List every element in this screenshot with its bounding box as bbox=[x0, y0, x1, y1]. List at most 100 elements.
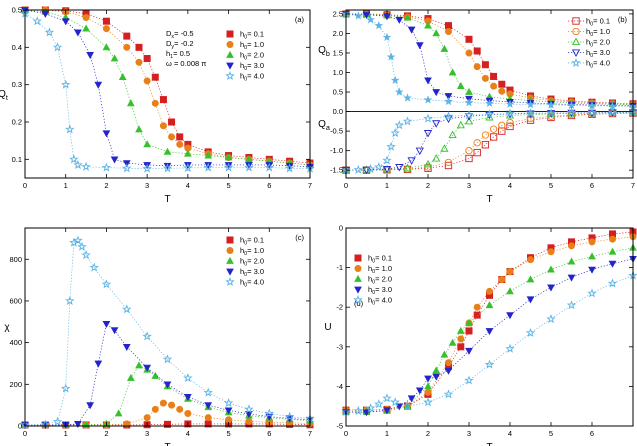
legend-marker bbox=[226, 30, 234, 38]
x-axis-label: T bbox=[486, 442, 492, 446]
data-point bbox=[65, 124, 75, 134]
data-point bbox=[498, 127, 506, 135]
data-point bbox=[163, 162, 172, 170]
y-tick-label: -5 bbox=[336, 422, 343, 431]
x-tick-label: 3 bbox=[145, 429, 149, 438]
data-point bbox=[123, 32, 131, 40]
x-tick-label: 1 bbox=[385, 181, 389, 190]
data-point bbox=[485, 98, 494, 108]
data-point bbox=[465, 147, 473, 155]
data-point bbox=[464, 375, 474, 385]
data-point bbox=[465, 35, 473, 43]
data-point bbox=[244, 404, 254, 414]
data-point bbox=[163, 147, 172, 155]
data-point bbox=[506, 118, 514, 127]
data-point bbox=[183, 162, 193, 172]
legend-label: h0= 1.0 bbox=[368, 264, 392, 275]
data-point bbox=[546, 100, 556, 109]
data-point bbox=[143, 55, 151, 63]
data-point bbox=[176, 140, 184, 148]
data-point bbox=[485, 287, 493, 295]
data-point bbox=[566, 107, 577, 117]
data-point bbox=[244, 162, 254, 172]
x-tick-label: 3 bbox=[467, 429, 471, 438]
data-point bbox=[395, 164, 404, 172]
data-point bbox=[110, 54, 119, 62]
data-point bbox=[394, 87, 404, 96]
data-point bbox=[526, 114, 535, 123]
x-tick-label: 1 bbox=[64, 429, 68, 438]
data-point bbox=[440, 144, 449, 152]
data-point bbox=[506, 122, 514, 131]
x-tick-label: 2 bbox=[104, 181, 108, 190]
legend-marker bbox=[226, 40, 234, 48]
data-point bbox=[444, 27, 452, 35]
data-point bbox=[423, 130, 433, 138]
annotation-line: h1= 0.5 bbox=[166, 49, 190, 60]
data-point bbox=[77, 241, 87, 251]
y-tick-label: -1.0 bbox=[330, 146, 343, 155]
data-point bbox=[432, 29, 441, 37]
data-point bbox=[444, 367, 453, 375]
data-point bbox=[465, 327, 473, 335]
data-point bbox=[168, 133, 176, 141]
data-point bbox=[89, 262, 99, 272]
data-point bbox=[456, 120, 465, 129]
data-point bbox=[481, 74, 489, 82]
data-point bbox=[464, 98, 474, 107]
data-point bbox=[432, 373, 441, 381]
data-point bbox=[473, 311, 481, 319]
data-point bbox=[525, 108, 536, 118]
series-1 bbox=[342, 233, 637, 414]
series-4 bbox=[20, 235, 315, 429]
data-point bbox=[159, 122, 167, 130]
data-point bbox=[44, 27, 55, 37]
legend-marker bbox=[225, 277, 235, 287]
legend-label: h0= 2.0 bbox=[368, 275, 392, 286]
x-tick-label: 6 bbox=[267, 181, 271, 190]
data-point bbox=[162, 163, 173, 173]
legend: h0= 0.1h0= 1.0h0= 2.0h0= 3.0h0= 4.0 bbox=[353, 254, 392, 307]
data-point bbox=[506, 312, 514, 320]
data-point bbox=[365, 403, 376, 413]
data-point bbox=[123, 43, 131, 51]
legend-label: h0= 2.0 bbox=[586, 38, 610, 49]
data-point bbox=[473, 63, 481, 71]
data-point bbox=[353, 405, 364, 415]
y-tick-label: 200 bbox=[9, 380, 22, 389]
panel-c: 0 1 2 3 4 5 6 7 0 200 400 600 800 Tχ (c) h0= 0.1h0= 1.0… bbox=[4, 227, 315, 446]
series-line bbox=[24, 9, 311, 168]
data-point bbox=[456, 82, 465, 90]
data-point bbox=[415, 387, 424, 395]
y-tick-label: 0 bbox=[339, 224, 343, 233]
data-point bbox=[353, 164, 364, 174]
data-point bbox=[526, 275, 535, 283]
annotation-line: Dy= -0.2 bbox=[166, 39, 194, 50]
series-3 bbox=[342, 256, 637, 417]
annotation-line: Dx= -0.5 bbox=[166, 29, 194, 40]
legend-label: h0= 4.0 bbox=[240, 72, 264, 83]
data-point bbox=[284, 163, 295, 173]
data-point bbox=[465, 318, 473, 326]
y-tick-label: -2 bbox=[336, 303, 343, 312]
data-point bbox=[245, 162, 253, 170]
data-point bbox=[457, 343, 465, 351]
data-point bbox=[94, 81, 103, 89]
data-point bbox=[473, 47, 481, 55]
data-point bbox=[224, 162, 233, 170]
data-point bbox=[424, 21, 432, 29]
data-point bbox=[390, 75, 400, 84]
y-tick-label: 0.2 bbox=[12, 118, 22, 127]
data-point bbox=[265, 162, 274, 170]
x-tick-label: 4 bbox=[508, 181, 512, 190]
data-point bbox=[74, 421, 82, 429]
series-5 bbox=[342, 109, 637, 174]
data-point bbox=[135, 125, 143, 133]
data-point bbox=[457, 335, 465, 343]
data-point bbox=[526, 296, 535, 304]
data-point bbox=[403, 165, 412, 173]
x-tick-label: 2 bbox=[426, 429, 430, 438]
data-point bbox=[423, 113, 433, 123]
legend-marker bbox=[353, 295, 363, 305]
data-point bbox=[204, 402, 213, 410]
